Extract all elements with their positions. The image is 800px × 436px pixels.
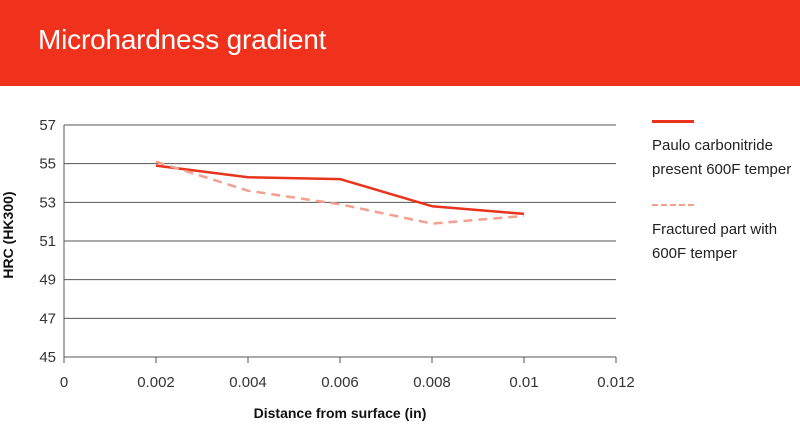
legend-label: Paulo carbonitride present 600F temper bbox=[652, 137, 792, 178]
y-tick-label: 51 bbox=[39, 233, 56, 250]
axes bbox=[63, 125, 617, 363]
x-tick-label: 0.002 bbox=[137, 374, 175, 391]
chart-header: Microhardness gradient bbox=[0, 0, 800, 86]
y-axis-label: HRC (HK300) bbox=[0, 191, 16, 279]
legend-swatch-dashed bbox=[652, 204, 694, 206]
y-tick-label: 49 bbox=[39, 272, 56, 289]
x-tick-label: 0.01 bbox=[509, 374, 538, 391]
y-tick-labels: 45 47 49 51 53 55 57 bbox=[39, 117, 56, 366]
grid-lines bbox=[64, 124, 616, 319]
series-line-1 bbox=[155, 164, 525, 216]
x-tick-label: 0.004 bbox=[229, 374, 267, 391]
series-lines bbox=[155, 160, 525, 225]
y-tick-label: 47 bbox=[39, 310, 56, 327]
x-axis-label: Distance from surface (in) bbox=[253, 405, 427, 421]
x-tick-label: 0.008 bbox=[413, 374, 451, 391]
y-tick-label: 55 bbox=[39, 156, 56, 173]
legend-label: Fractured part with 600F temper bbox=[652, 221, 778, 262]
y-tick-label: 57 bbox=[39, 117, 56, 134]
series-line-2 bbox=[155, 160, 525, 225]
legend-swatch-solid bbox=[652, 120, 694, 123]
y-tick-label: 53 bbox=[39, 194, 56, 211]
x-tick-label: 0 bbox=[60, 374, 68, 391]
y-tick-label: 45 bbox=[39, 349, 56, 366]
x-tick-label: 0.012 bbox=[597, 374, 635, 391]
x-tick-labels: 0 0.002 0.004 0.006 0.008 0.01 0.012 bbox=[60, 374, 635, 391]
x-tick-label: 0.006 bbox=[321, 374, 359, 391]
chart-title: Microhardness gradient bbox=[38, 24, 327, 55]
